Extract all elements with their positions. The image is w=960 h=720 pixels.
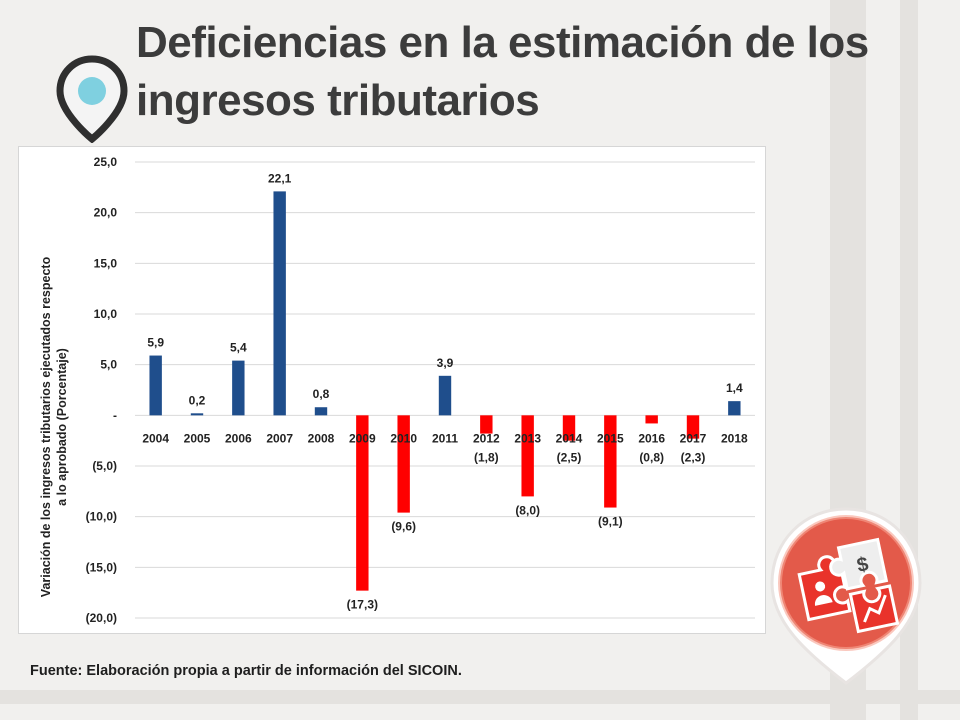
badge-inner-ring	[778, 515, 914, 651]
data-label: 5,4	[230, 341, 247, 355]
puzzle-pieces: $	[797, 537, 900, 634]
data-label: (9,1)	[598, 515, 623, 529]
x-axis-ticks: 2004 2005 2006 2007 2008 2009 2010 2011 2012 2013…	[142, 431, 748, 445]
data-labels: 5,9 0,2 5,4 22,1 0,8 (17,3) (9,6) 3,9 (1,8) (8,0)…	[147, 171, 743, 611]
bar-2011	[438, 375, 452, 416]
data-label: (8,0)	[515, 503, 540, 517]
y-tick-label: (15,0)	[86, 560, 117, 574]
background-stripe	[0, 690, 960, 704]
x-tick-label: 2017	[680, 431, 707, 445]
bar-2009	[356, 415, 369, 591]
bar-2018	[728, 401, 741, 416]
puzzle-piece-dollar	[829, 537, 889, 591]
gridlines	[135, 161, 755, 619]
data-label: 3,9	[437, 356, 454, 370]
bar-2012	[480, 415, 493, 434]
y-tick-label: -	[113, 408, 117, 422]
bar-2014	[562, 415, 576, 441]
y-axis-label-line-2: a lo aprobado (Porcentaje)	[55, 348, 69, 506]
data-label: (2,3)	[681, 450, 706, 464]
person-head	[815, 581, 826, 592]
y-tick-label: (5,0)	[92, 459, 117, 473]
x-tick-label: 2004	[142, 431, 169, 445]
x-tick-label: 2007	[266, 431, 293, 445]
x-tick-label: 2013	[514, 431, 541, 445]
bars	[149, 191, 741, 591]
bar-2013	[521, 415, 534, 497]
chart-panel: 25,0 20,0 15,0 10,0 5,0 - (5,0) (10,0) (15,0) (20…	[18, 146, 766, 634]
bar-2016	[645, 415, 658, 424]
x-tick-label: 2006	[225, 431, 252, 445]
y-tick-label: 15,0	[94, 256, 118, 270]
data-label: 0,2	[189, 393, 206, 407]
bar-chart: 25,0 20,0 15,0 10,0 5,0 - (5,0) (10,0) (15,0) (20…	[39, 155, 755, 625]
data-label: (9,6)	[391, 520, 416, 534]
data-label: (0,8)	[639, 450, 664, 464]
puzzle-finance-icon: $	[770, 507, 922, 685]
x-tick-label: 2005	[184, 431, 211, 445]
x-tick-label: 2018	[721, 431, 748, 445]
data-label: (1,8)	[474, 450, 499, 464]
x-tick-label: 2008	[308, 431, 335, 445]
y-tick-label: (20,0)	[86, 611, 117, 625]
y-axis-label-line-1: Variación de los ingresos tributarios ej…	[39, 256, 53, 597]
trend-line	[863, 594, 887, 623]
bar-2007	[273, 191, 286, 416]
x-tick-label: 2010	[390, 431, 417, 445]
y-tick-label: 10,0	[94, 307, 118, 321]
bar-2017	[686, 415, 700, 439]
person-body	[814, 595, 833, 606]
data-label: 5,9	[147, 336, 164, 350]
data-label: 0,8	[313, 387, 330, 401]
x-tick-label: 2015	[597, 431, 624, 445]
data-label: (2,5)	[557, 450, 582, 464]
data-label: (17,3)	[347, 598, 378, 612]
bar-2008	[314, 407, 328, 416]
x-tick-label: 2014	[556, 431, 583, 445]
y-tick-label: 20,0	[94, 206, 118, 220]
y-tick-label: (10,0)	[86, 510, 117, 524]
x-tick-label: 2011	[432, 431, 458, 445]
x-tick-label: 2016	[638, 431, 665, 445]
source-note: Fuente: Elaboración propia a partir de i…	[30, 663, 462, 679]
x-tick-label: 2012	[473, 431, 500, 445]
bar-2010	[397, 415, 410, 513]
data-label: 22,1	[268, 171, 292, 185]
y-axis-ticks: 25,0 20,0 15,0 10,0 5,0 - (5,0) (10,0) (15,0) (20…	[86, 155, 118, 625]
slide-title: Deficiencias en la estimación de los ing…	[136, 18, 869, 125]
data-label: 1,4	[726, 381, 743, 395]
y-tick-label: 5,0	[100, 358, 117, 372]
location-pin-icon	[56, 55, 128, 143]
y-tick-label: 25,0	[94, 155, 118, 169]
bar-2015	[604, 415, 617, 508]
pin-dot	[78, 77, 106, 105]
background-block	[0, 632, 960, 720]
dollar-sign: $	[855, 553, 870, 577]
x-tick-label: 2009	[349, 431, 376, 445]
bar-2006	[232, 360, 245, 416]
bar-2005	[190, 413, 204, 416]
bar-2004	[149, 355, 162, 416]
